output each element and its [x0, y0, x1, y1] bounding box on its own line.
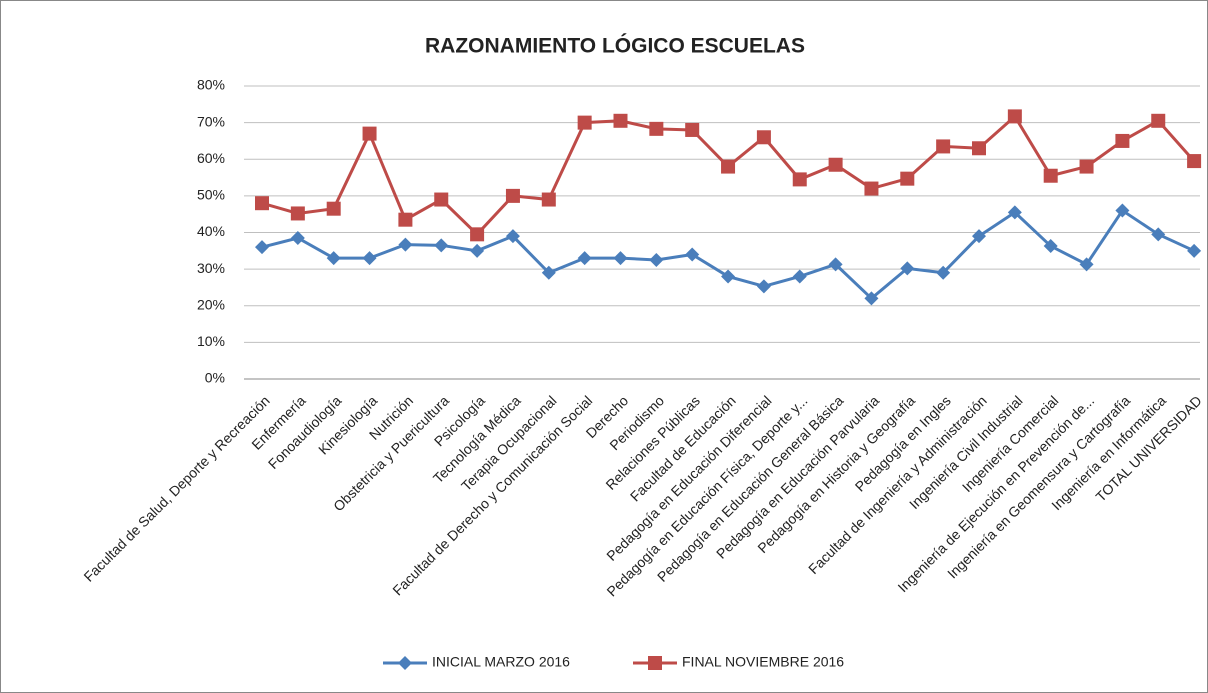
y-tick-label: 10% — [197, 333, 225, 349]
marker — [1007, 109, 1022, 124]
marker — [1187, 243, 1202, 258]
marker — [828, 157, 843, 172]
marker — [505, 188, 520, 203]
marker — [290, 206, 305, 221]
marker — [972, 229, 986, 244]
marker — [290, 230, 305, 245]
marker — [1115, 133, 1130, 148]
y-tick-label: 40% — [197, 223, 225, 239]
marker — [1151, 227, 1166, 242]
marker — [756, 130, 771, 145]
marker — [470, 227, 485, 242]
y-tick-label: 50% — [197, 187, 225, 203]
marker — [721, 269, 736, 284]
marker — [936, 265, 951, 280]
y-tick-label: 0% — [205, 370, 225, 386]
marker — [434, 192, 449, 207]
marker — [398, 212, 413, 227]
marker — [398, 237, 413, 252]
marker — [864, 291, 879, 306]
marker — [326, 201, 341, 216]
y-tick-label: 70% — [197, 113, 225, 129]
marker — [1079, 257, 1094, 272]
marker — [577, 251, 592, 266]
marker — [828, 257, 843, 272]
marker — [792, 172, 807, 187]
marker — [326, 251, 341, 266]
legend-label: FINAL NOVIEMBRE 2016 — [682, 654, 844, 670]
marker — [613, 113, 628, 128]
y-tick-label: 60% — [197, 150, 225, 166]
marker — [577, 115, 592, 130]
marker — [1079, 159, 1094, 174]
marker — [900, 261, 915, 276]
y-tick-label: 30% — [197, 260, 225, 276]
marker — [255, 240, 269, 255]
marker — [721, 159, 736, 174]
marker — [685, 122, 700, 137]
legend-marker — [398, 656, 412, 670]
marker — [541, 192, 556, 207]
marker — [1043, 239, 1058, 254]
marker — [470, 243, 485, 258]
marker — [362, 251, 377, 266]
marker — [900, 171, 915, 186]
marker — [1151, 113, 1166, 128]
marker — [541, 265, 556, 280]
legend-marker — [648, 656, 662, 670]
y-tick-label: 80% — [197, 77, 225, 93]
marker — [1187, 154, 1202, 169]
marker — [1115, 203, 1130, 218]
y-tick-label: 20% — [197, 296, 225, 312]
marker — [685, 247, 700, 262]
marker — [362, 126, 377, 141]
marker — [1043, 168, 1058, 183]
marker — [255, 196, 269, 211]
marker — [972, 141, 986, 156]
marker — [936, 139, 951, 154]
marker — [649, 252, 664, 267]
marker — [649, 121, 664, 136]
marker — [613, 251, 628, 266]
marker — [505, 229, 520, 244]
chart-title: RAZONAMIENTO LÓGICO ESCUELAS — [425, 34, 805, 58]
marker — [864, 181, 879, 196]
marker — [1007, 205, 1022, 220]
marker — [756, 279, 771, 294]
marker — [434, 238, 449, 253]
legend-label: INICIAL MARZO 2016 — [432, 654, 570, 670]
marker — [792, 269, 807, 284]
